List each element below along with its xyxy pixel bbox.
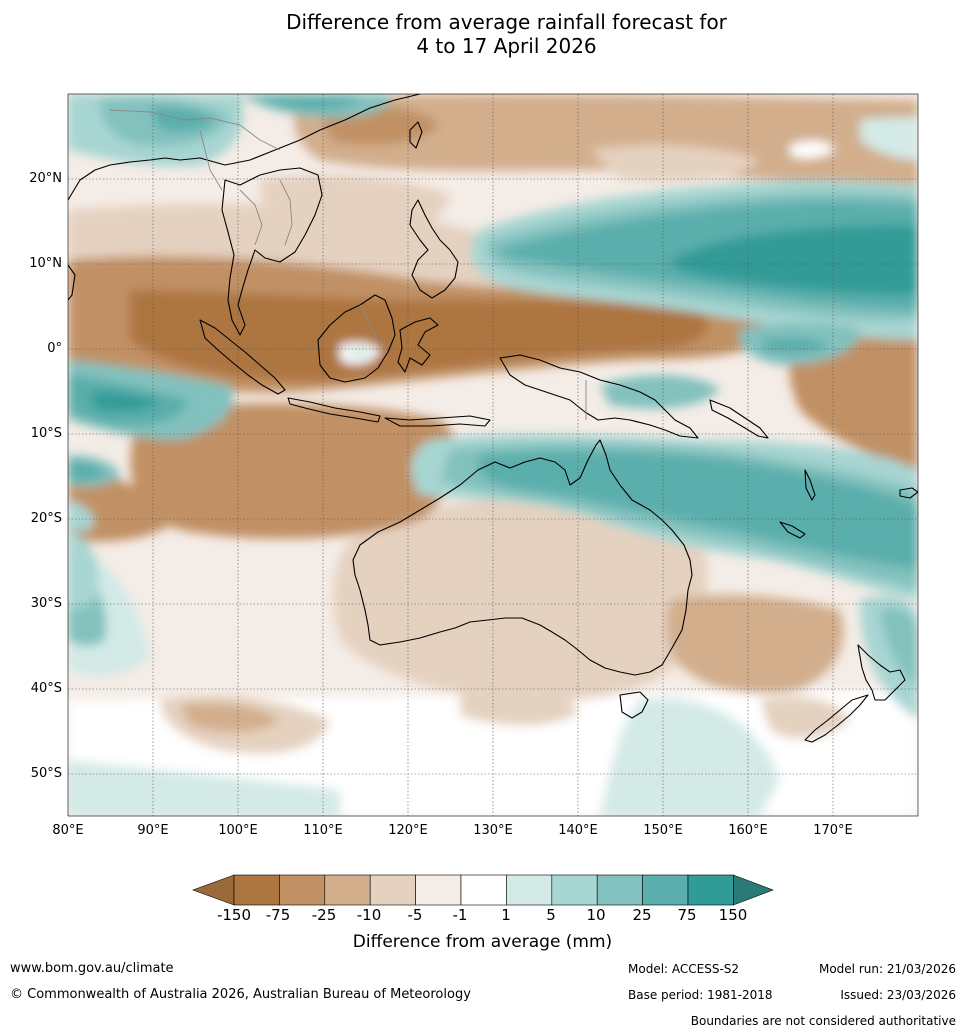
colorbar-segment [279,874,326,906]
coast-solomon-islands [709,399,769,439]
footer-model-run: Model run: 21/03/2026 [818,962,956,976]
footer-model: Model: ACCESS-S2 [628,962,740,976]
coast-new-zealand-south [804,694,869,743]
footer-issued: Issued: 23/03/2026 [840,988,956,1002]
coast-india [68,157,181,201]
coast-australia [352,439,693,676]
rainfall-anomaly-field [68,94,918,816]
map-title-line2: 4 to 17 April 2026 [416,34,597,58]
rainfall-map-svg [67,93,919,817]
colorbar-tick: -150 [216,906,252,924]
lon-label: 150°E [643,823,683,838]
coast-china [179,94,421,166]
lon-label: 160°E [728,823,768,838]
footer-url: www.bom.gov.au/climate [10,961,174,976]
country-borders [109,109,587,420]
lat-label: 30°S [30,596,62,611]
coast-taiwan [409,121,423,149]
lon-label: 170°E [813,823,853,838]
colorbar-tick: -75 [265,906,291,924]
lat-label: 20°S [30,511,62,526]
lat-label: 50°S [30,766,62,781]
colorbar-tick: 5 [546,906,556,924]
coast-new-caledonia [779,521,806,539]
colorbar-segment [596,874,643,906]
lon-label: 140°E [558,823,598,838]
coast-new-guinea [499,354,699,439]
colorbar-title: Difference from average (mm) [352,932,613,952]
coast-vanuatu [804,469,816,501]
coastlines [68,94,918,743]
map-frame [67,93,919,817]
lon-label: 90°E [137,823,169,838]
coast-lesser-sunda [384,415,491,427]
lat-label: 0° [47,341,62,356]
footer-disclaimer: Boundaries are not considered authoritat… [690,1014,956,1028]
lat-label: 10°S [30,426,62,441]
lon-label: 100°E [218,823,258,838]
colorbar-tick: 25 [632,906,652,924]
coast-fiji [899,487,918,499]
coast-borneo [317,294,396,383]
lon-label: 120°E [388,823,428,838]
map-title: Difference from average rainfall forecas… [0,10,965,58]
coast-philippines [409,199,459,299]
colorbar-tick: 150 [718,906,748,924]
lon-label: 80°E [52,823,84,838]
coast-indochina [221,167,323,336]
lat-label: 40°S [30,681,62,696]
footer-copyright: © Commonwealth of Australia 2026, Austra… [10,987,471,1002]
coast-tasmania [619,691,649,719]
coast-new-zealand-north [857,644,906,701]
colorbar-segment [460,874,507,906]
colorbar-tick: -1 [452,906,468,924]
coast-sumatra [199,319,286,395]
lon-label: 130°E [473,823,513,838]
colorbar-tick: 1 [501,906,511,924]
map-title-line1: Difference from average rainfall forecas… [286,10,727,34]
coast-sulawesi [397,317,439,373]
colorbar-segment [642,874,689,906]
colorbar-tick: 75 [677,906,697,924]
colorbar-segment [687,874,734,906]
colorbar [192,874,774,906]
colorbar-segment [415,874,462,906]
footer-base-period: Base period: 1981-2018 [628,988,773,1002]
colorbar-segment [369,874,416,906]
graticule [68,94,918,816]
colorbar-tick: -5 [407,906,423,924]
colorbar-segment [551,874,598,906]
lon-label: 110°E [303,823,343,838]
colorbar-segment [506,874,553,906]
lat-label: 20°N [29,171,62,186]
rainfall-map: 20°N 10°N 0° 10°S 20°S 30°S 40°S 50°S 80… [29,93,919,838]
colorbar-arrow-low [192,874,235,906]
colorbar-tick: -10 [356,906,382,924]
colorbar-segment [324,874,371,906]
colorbar-segment [233,874,280,906]
colorbar-tick: 10 [586,906,606,924]
colorbar-arrow-high [733,874,774,906]
lat-label: 10°N [29,256,62,271]
coast-java [287,397,381,423]
coast-sri-lanka [68,264,76,301]
colorbar-tick: -25 [311,906,337,924]
